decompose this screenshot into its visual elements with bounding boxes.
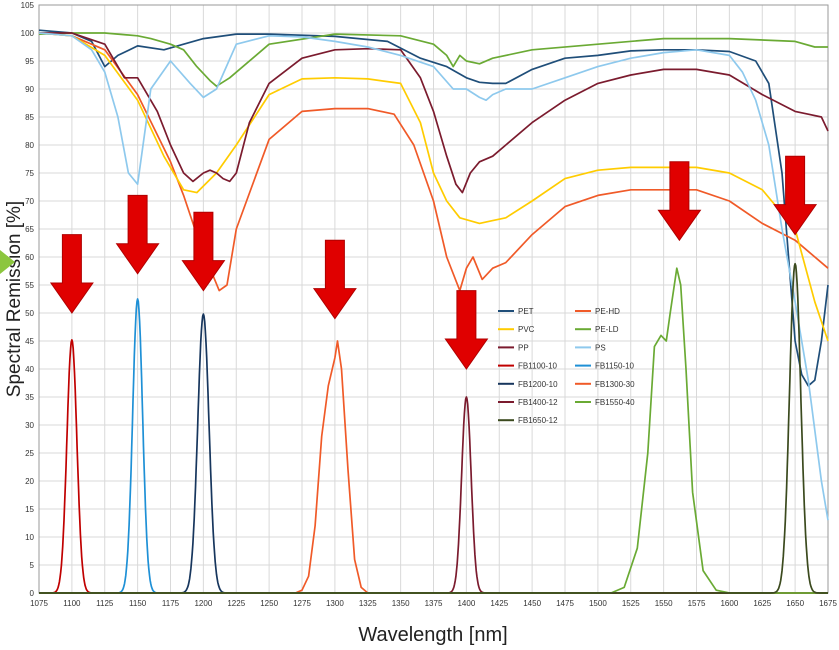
x-tick-label: 1200: [194, 599, 212, 608]
series-line-pe-ld: [38, 32, 828, 88]
y-tick-label: 75: [25, 169, 34, 178]
series-line-pet: [38, 29, 829, 387]
down-arrow-icon: [49, 234, 94, 314]
annotation-arrows: [49, 155, 818, 370]
x-tick-label: 1475: [556, 599, 574, 608]
x-tick-label: 1375: [425, 599, 443, 608]
x-tick-label: 1075: [30, 599, 48, 608]
down-arrow-icon: [115, 194, 160, 275]
legend-entry-label: FB1200-10: [518, 380, 558, 389]
legend: PET PE-HD PVC PE-LD PP PS FB1100-10 FB1150-10 FB…: [498, 307, 635, 425]
series-line-fb1550-40: [39, 267, 828, 594]
series-line-fb1300-30: [39, 340, 828, 594]
series-line-pp: [39, 32, 829, 194]
legend-entry-label: FB1650-12: [518, 416, 558, 425]
legend-entry-label: FB1300-30: [595, 380, 635, 389]
y-tick-label: 15: [25, 505, 34, 514]
x-tick-label: 1350: [392, 599, 410, 608]
y-tick-label: 95: [25, 57, 34, 66]
x-tick-label: 1400: [457, 599, 475, 608]
legend-entry-label: PE-LD: [595, 325, 619, 334]
y-tick-label: 65: [25, 225, 34, 234]
y-tick-label: 10: [25, 533, 34, 542]
series-line-ps: [38, 32, 829, 521]
legend-entry-label: PP: [518, 343, 529, 352]
legend-entry-label: FB1400-12: [518, 398, 558, 407]
y-axis-title: Spectral Remission [%]: [4, 201, 25, 397]
series-line-pe-hd: [38, 32, 829, 292]
y-tick-label: 20: [25, 477, 34, 486]
down-arrow-icon: [657, 161, 702, 242]
y-tick-label: 90: [25, 85, 34, 94]
y-tick-label: 30: [25, 421, 34, 430]
legend-entry-label: FB1550-40: [595, 398, 635, 407]
series-lines: [38, 29, 829, 594]
legend-entry-label: PET: [518, 307, 534, 316]
x-tick-label: 1175: [162, 599, 180, 608]
x-tick-label: 1250: [260, 599, 278, 608]
legend-entry-label: PVC: [518, 325, 535, 334]
series-line-pvc: [38, 32, 829, 342]
y-tick-label: 45: [25, 337, 34, 346]
y-tick-label: 70: [25, 197, 34, 206]
y-tick-label: 100: [21, 29, 35, 38]
x-tick-label: 1300: [326, 599, 344, 608]
legend-entry-label: FB1100-10: [518, 362, 558, 371]
down-arrow-icon: [312, 239, 357, 320]
legend-entry-label: FB1150-10: [595, 362, 635, 371]
x-tick-label: 1575: [688, 599, 706, 608]
x-tick-label: 1225: [227, 599, 245, 608]
side-triangle-icon: [0, 250, 15, 274]
y-tick-label: 35: [25, 393, 34, 402]
x-tick-label: 1425: [490, 599, 508, 608]
x-tick-label: 1450: [523, 599, 541, 608]
x-tick-label: 1150: [129, 599, 147, 608]
y-tick-label: 50: [25, 309, 34, 318]
x-tick-label: 1600: [720, 599, 738, 608]
y-tick-label: 55: [25, 281, 34, 290]
x-tick-label: 1550: [655, 599, 673, 608]
x-tick-label: 1625: [753, 599, 771, 608]
x-tick-label: 1525: [622, 599, 640, 608]
x-tick-label: 1325: [359, 599, 377, 608]
down-arrow-icon: [181, 211, 226, 292]
y-tick-label: 5: [30, 561, 35, 570]
down-arrow-icon: [773, 155, 818, 236]
legend-entry-label: PS: [595, 343, 606, 352]
y-tick-label: 60: [25, 253, 34, 262]
x-axis-tick-labels: 1075 1100 1125 1150 1175 1200 1225 1250 1275 1300…: [30, 599, 837, 608]
x-tick-label: 1125: [96, 599, 114, 608]
x-tick-label: 1650: [786, 599, 804, 608]
series-line-fb1650-12: [38, 262, 829, 594]
down-arrow-icon: [444, 290, 489, 370]
x-tick-label: 1500: [589, 599, 607, 608]
gridlines: [38, 4, 829, 594]
x-tick-label: 1100: [63, 599, 81, 608]
y-axis-tick-labels: 0 5 10 15 20 25 30 35 40 45 50 55 60 65 70 75 80 85 90 95 10…: [21, 1, 35, 598]
y-tick-label: 105: [21, 1, 35, 10]
y-tick-label: 85: [25, 113, 34, 122]
y-tick-label: 80: [25, 141, 34, 150]
y-tick-label: 40: [25, 365, 34, 374]
y-tick-label: 25: [25, 449, 34, 458]
x-tick-label: 1275: [293, 599, 311, 608]
x-tick-label: 1675: [819, 599, 837, 608]
y-tick-label: 0: [30, 589, 35, 598]
x-axis-title: Wavelength [nm]: [358, 624, 507, 646]
legend-entry-label: PE-HD: [595, 307, 620, 316]
